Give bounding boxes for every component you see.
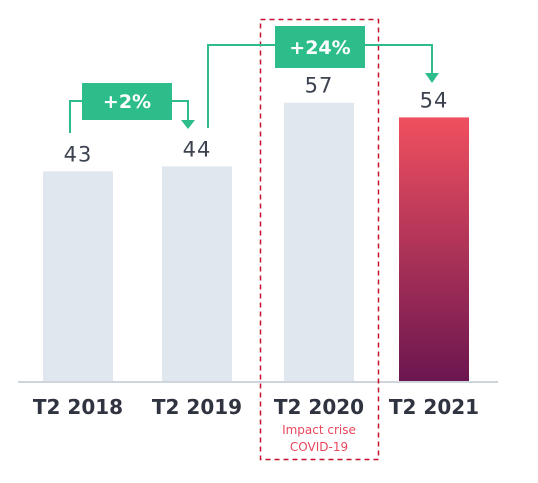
value-label: 54 (420, 88, 449, 112)
bar-t2-2020 (284, 102, 354, 382)
change-badge-24pct (275, 26, 365, 68)
arrowhead-2021 (425, 73, 439, 83)
bar-t2-2019 (162, 166, 232, 382)
value-label: 43 (64, 142, 93, 166)
category-label: T2 2020 (274, 395, 364, 419)
bar-t2-2021 (399, 117, 469, 383)
change-badge-2pct-label: +2% (103, 91, 151, 113)
value-label: 44 (183, 137, 212, 161)
covid-note-line-1: Impact crise (282, 423, 356, 437)
arrowhead-2019 (181, 120, 195, 129)
bar-t2-2018 (43, 171, 113, 382)
value-label: 57 (305, 74, 334, 98)
change-badge-24pct-label: +24% (289, 37, 350, 59)
category-label: T2 2018 (33, 395, 123, 419)
covid-note-line-2: COVID-19 (290, 440, 348, 454)
category-label: T2 2021 (389, 395, 479, 419)
change-badge-2pct (82, 83, 172, 120)
covid-highlight-box (259, 18, 380, 461)
category-label: T2 2019 (152, 395, 242, 419)
